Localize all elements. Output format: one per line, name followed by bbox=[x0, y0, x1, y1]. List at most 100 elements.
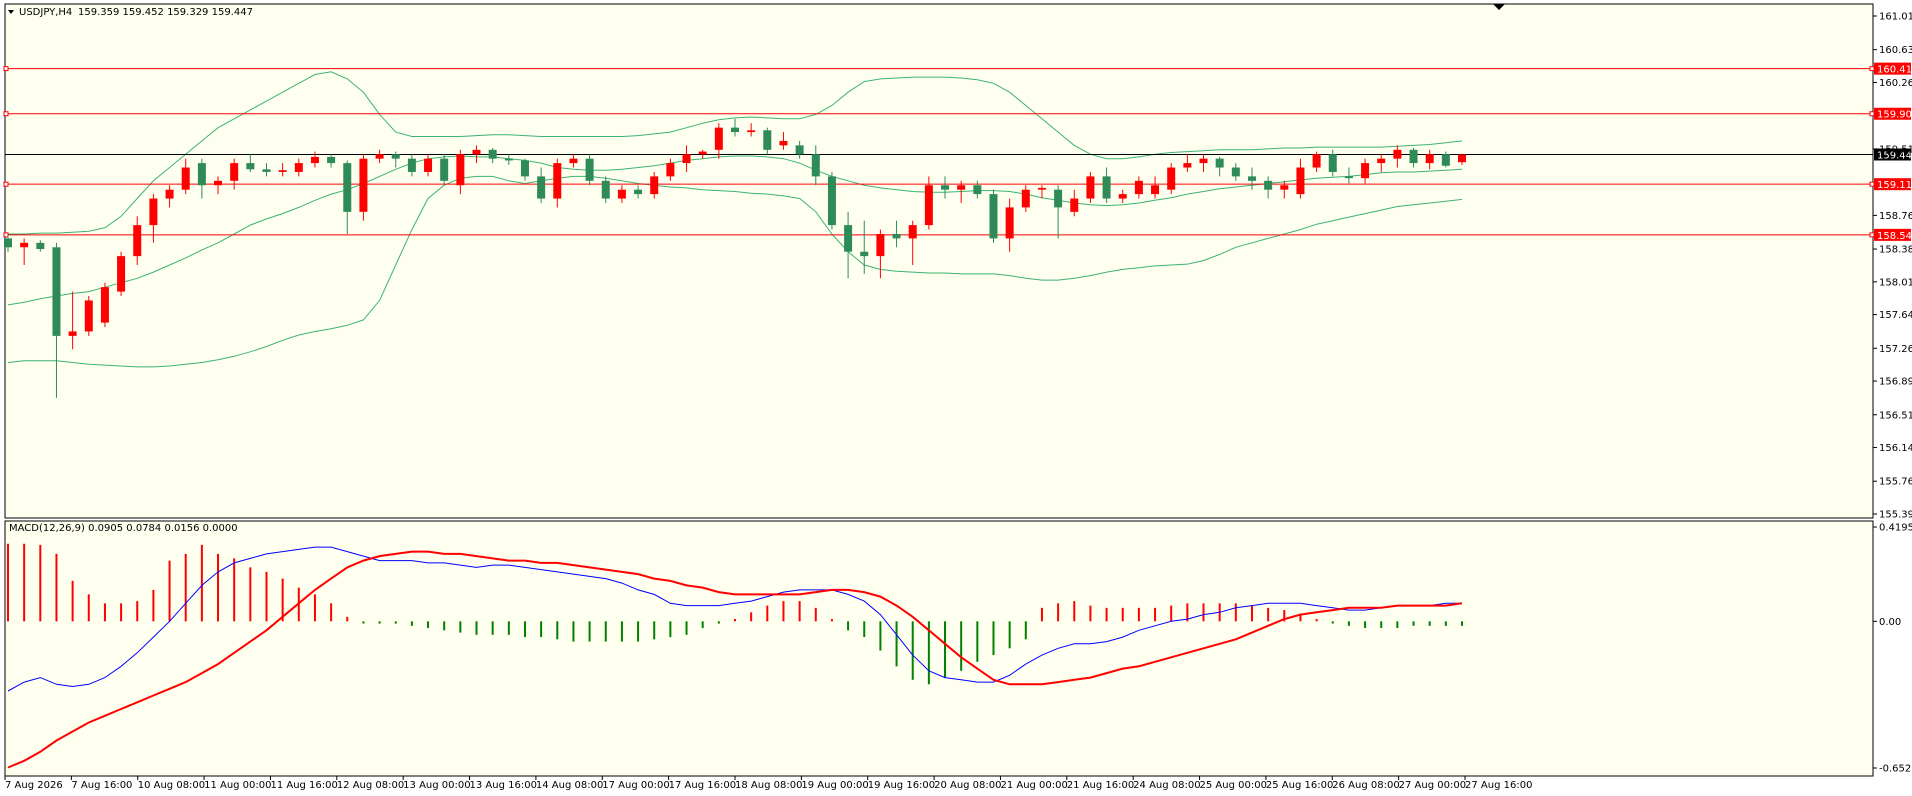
candle-body[interactable] bbox=[1312, 154, 1321, 168]
candle-body[interactable] bbox=[747, 130, 756, 133]
candle-body[interactable] bbox=[892, 233, 901, 239]
hline-left-handle[interactable] bbox=[3, 66, 9, 72]
candle-body[interactable] bbox=[1199, 158, 1208, 164]
candle-body[interactable] bbox=[117, 256, 126, 292]
candle-body[interactable] bbox=[327, 156, 336, 164]
candle-body[interactable] bbox=[165, 189, 174, 199]
candle-body[interactable] bbox=[973, 185, 982, 195]
candle-body[interactable] bbox=[1054, 189, 1063, 208]
candle-body[interactable] bbox=[989, 194, 998, 239]
candle-body[interactable] bbox=[1296, 167, 1305, 195]
candle-body[interactable] bbox=[731, 127, 739, 133]
candle-body[interactable] bbox=[149, 198, 158, 226]
hline-right-handle[interactable] bbox=[1869, 111, 1875, 117]
candle-body[interactable] bbox=[811, 154, 820, 177]
candle-body[interactable] bbox=[197, 163, 206, 186]
candle-body[interactable] bbox=[1183, 163, 1192, 168]
candle-body[interactable] bbox=[682, 154, 691, 164]
candle-body[interactable] bbox=[456, 154, 465, 186]
candle-body[interactable] bbox=[1151, 185, 1160, 195]
candle-body[interactable] bbox=[100, 287, 109, 323]
candle-body[interactable] bbox=[1264, 180, 1273, 190]
candle-body[interactable] bbox=[617, 189, 626, 199]
candle-body[interactable] bbox=[666, 163, 675, 177]
candle-body[interactable] bbox=[1393, 149, 1402, 159]
candle-body[interactable] bbox=[1070, 198, 1079, 212]
candle-body[interactable] bbox=[391, 154, 400, 159]
candle-body[interactable] bbox=[537, 176, 546, 199]
candle-body[interactable] bbox=[52, 247, 61, 336]
candle-body[interactable] bbox=[1377, 158, 1386, 164]
candle-body[interactable] bbox=[1231, 167, 1240, 177]
candle-body[interactable] bbox=[375, 154, 384, 159]
candle-body[interactable] bbox=[941, 185, 950, 190]
candle-body[interactable] bbox=[1215, 158, 1224, 168]
hline-right-handle[interactable] bbox=[1869, 66, 1875, 72]
hline-left-handle[interactable] bbox=[3, 111, 9, 117]
candle-body[interactable] bbox=[181, 167, 190, 190]
candle-body[interactable] bbox=[585, 158, 594, 181]
hline-right-handle[interactable] bbox=[1869, 232, 1875, 238]
candle-body[interactable] bbox=[1344, 176, 1353, 179]
candle-body[interactable] bbox=[634, 189, 643, 195]
candle-body[interactable] bbox=[20, 242, 29, 248]
candle-body[interactable] bbox=[1102, 176, 1111, 199]
macd-pane[interactable] bbox=[4, 520, 1874, 777]
candle-body[interactable] bbox=[795, 145, 804, 155]
candle-body[interactable] bbox=[827, 176, 836, 226]
candle-body[interactable] bbox=[698, 151, 707, 155]
hline-right-handle[interactable] bbox=[1869, 181, 1875, 187]
candle-body[interactable] bbox=[1280, 185, 1289, 190]
candle-body[interactable] bbox=[343, 163, 352, 212]
candle-body[interactable] bbox=[278, 170, 287, 172]
candle-body[interactable] bbox=[1021, 189, 1030, 208]
candle-body[interactable] bbox=[472, 149, 481, 155]
candle-body[interactable] bbox=[908, 225, 917, 239]
candle-body[interactable] bbox=[1086, 176, 1095, 199]
menu-triangle-icon[interactable] bbox=[8, 10, 14, 14]
candle-body[interactable] bbox=[876, 233, 885, 257]
candle-body[interactable] bbox=[294, 163, 303, 172]
candle-body[interactable] bbox=[133, 225, 142, 257]
candle-body[interactable] bbox=[246, 163, 255, 170]
candle-body[interactable] bbox=[424, 158, 433, 172]
candle-body[interactable] bbox=[1361, 163, 1370, 179]
hline-left-handle[interactable] bbox=[3, 232, 9, 238]
candle-body[interactable] bbox=[1118, 194, 1127, 199]
candle-body[interactable] bbox=[1458, 154, 1466, 163]
candle-body[interactable] bbox=[1037, 187, 1046, 190]
candle-body[interactable] bbox=[214, 180, 223, 186]
candle-body[interactable] bbox=[230, 163, 239, 181]
candle-body[interactable] bbox=[650, 176, 659, 195]
candle-body[interactable] bbox=[553, 163, 562, 199]
chart-shift-marker-icon[interactable] bbox=[1493, 4, 1505, 10]
candle-body[interactable] bbox=[84, 300, 93, 332]
price-pane[interactable] bbox=[4, 3, 1874, 519]
candle-body[interactable] bbox=[488, 149, 497, 159]
candle-body[interactable] bbox=[359, 158, 368, 212]
candle-body[interactable] bbox=[68, 331, 77, 336]
candle-body[interactable] bbox=[310, 156, 319, 164]
candle-body[interactable] bbox=[440, 158, 449, 181]
candle-body[interactable] bbox=[924, 185, 933, 226]
candle-body[interactable] bbox=[1247, 176, 1256, 181]
candle-body[interactable] bbox=[520, 160, 529, 177]
candle-body[interactable] bbox=[844, 225, 853, 252]
candle-body[interactable] bbox=[1409, 149, 1418, 164]
candle-body[interactable] bbox=[1167, 167, 1176, 190]
candle-body[interactable] bbox=[1441, 154, 1450, 166]
candle-body[interactable] bbox=[1005, 207, 1014, 239]
candle-body[interactable] bbox=[4, 238, 12, 248]
candle-body[interactable] bbox=[1328, 154, 1337, 172]
candle-body[interactable] bbox=[860, 251, 869, 257]
candle-body[interactable] bbox=[1425, 154, 1434, 164]
candle-body[interactable] bbox=[569, 158, 578, 164]
candle-body[interactable] bbox=[504, 158, 513, 161]
candle-body[interactable] bbox=[262, 169, 271, 172]
hline-left-handle[interactable] bbox=[3, 181, 9, 187]
candle-body[interactable] bbox=[407, 158, 416, 172]
candle-body[interactable] bbox=[714, 127, 723, 150]
candle-body[interactable] bbox=[601, 180, 610, 199]
candle-body[interactable] bbox=[779, 140, 788, 146]
